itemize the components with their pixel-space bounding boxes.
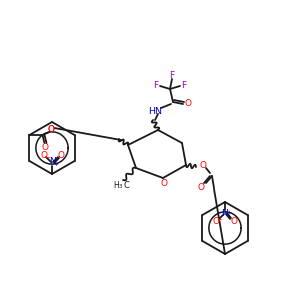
Text: −: − (44, 155, 50, 161)
Text: O: O (48, 125, 55, 134)
Text: C: C (123, 181, 129, 190)
Text: H: H (113, 181, 119, 190)
Text: O: O (197, 182, 205, 191)
Text: −: − (216, 217, 222, 223)
Text: O: O (58, 152, 64, 160)
Text: O: O (48, 125, 55, 134)
Text: N: N (49, 158, 56, 166)
Text: O: O (184, 98, 191, 107)
Text: O: O (160, 178, 167, 188)
Text: O: O (40, 152, 47, 160)
Text: F: F (182, 82, 187, 91)
Text: O: O (230, 218, 238, 226)
Text: +: + (226, 209, 232, 214)
Text: F: F (169, 70, 175, 80)
Text: +: + (53, 161, 58, 166)
Text: HN: HN (148, 106, 162, 116)
Text: 3: 3 (118, 184, 122, 189)
Text: F: F (153, 82, 159, 91)
Text: O: O (200, 161, 206, 170)
Text: O: O (42, 142, 49, 152)
Text: O: O (212, 218, 220, 226)
Text: N: N (222, 209, 228, 218)
